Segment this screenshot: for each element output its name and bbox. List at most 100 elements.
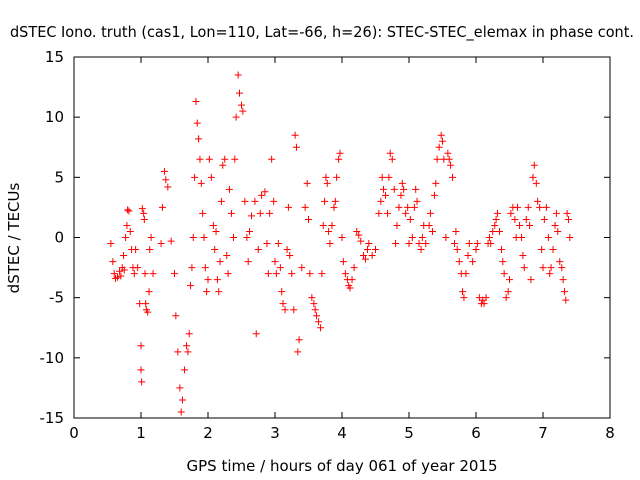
data-point bbox=[158, 203, 166, 211]
data-point bbox=[188, 264, 196, 272]
data-point bbox=[514, 203, 522, 211]
data-point bbox=[380, 185, 388, 193]
data-point bbox=[252, 330, 260, 338]
data-point bbox=[536, 203, 544, 211]
data-point bbox=[321, 197, 329, 205]
data-point bbox=[385, 173, 393, 181]
data-point bbox=[433, 155, 441, 163]
data-point bbox=[179, 396, 187, 404]
data-point bbox=[382, 191, 390, 199]
data-point bbox=[526, 221, 534, 229]
data-point bbox=[207, 173, 215, 181]
data-point bbox=[363, 246, 371, 254]
data-point bbox=[221, 155, 229, 163]
data-point bbox=[532, 179, 540, 187]
data-point bbox=[564, 215, 572, 223]
data-point bbox=[241, 197, 249, 205]
y-axis-label: dSTEC / TECUs bbox=[5, 182, 23, 293]
data-point bbox=[266, 209, 274, 217]
data-point bbox=[520, 264, 528, 272]
data-point bbox=[398, 179, 406, 187]
data-point bbox=[272, 270, 280, 278]
data-point bbox=[117, 272, 125, 280]
data-point bbox=[268, 155, 276, 163]
data-point bbox=[140, 215, 148, 223]
data-point bbox=[426, 209, 434, 217]
data-point bbox=[410, 203, 418, 211]
data-point bbox=[157, 240, 165, 248]
y-tick-label: -5 bbox=[49, 289, 64, 307]
data-point bbox=[547, 264, 555, 272]
data-point bbox=[234, 71, 242, 79]
data-point bbox=[146, 246, 154, 254]
data-point bbox=[145, 288, 153, 296]
data-point bbox=[445, 155, 453, 163]
data-point bbox=[243, 234, 251, 241]
data-point bbox=[123, 221, 131, 229]
data-point bbox=[368, 252, 376, 260]
data-point bbox=[126, 227, 134, 235]
data-point bbox=[116, 267, 124, 275]
y-tick-label: 0 bbox=[54, 229, 64, 247]
data-point bbox=[305, 215, 312, 223]
data-point bbox=[377, 197, 385, 205]
x-tick-label: 3 bbox=[270, 424, 280, 442]
data-point bbox=[544, 234, 552, 241]
data-point bbox=[386, 149, 394, 157]
data-point bbox=[199, 209, 207, 217]
data-point bbox=[109, 258, 117, 266]
data-point bbox=[278, 288, 286, 296]
data-point bbox=[211, 246, 219, 254]
data-point bbox=[331, 197, 339, 205]
data-point bbox=[392, 240, 400, 248]
data-point bbox=[546, 270, 554, 278]
data-point bbox=[192, 98, 200, 106]
data-point bbox=[518, 234, 526, 241]
data-point bbox=[563, 209, 571, 217]
data-point bbox=[193, 119, 201, 127]
data-point bbox=[530, 161, 538, 169]
data-point bbox=[430, 191, 438, 199]
data-point bbox=[122, 234, 130, 241]
y-tick-label: 15 bbox=[45, 48, 64, 66]
data-point bbox=[124, 206, 132, 214]
data-point bbox=[507, 209, 515, 217]
data-point bbox=[540, 215, 548, 223]
data-point bbox=[554, 227, 562, 235]
data-point bbox=[215, 288, 223, 296]
data-point bbox=[308, 294, 316, 302]
data-point bbox=[246, 227, 254, 235]
data-point bbox=[114, 273, 122, 281]
data-point bbox=[428, 227, 436, 235]
data-point bbox=[325, 227, 333, 235]
y-tick-label: 5 bbox=[54, 168, 64, 186]
data-point bbox=[261, 188, 269, 196]
data-point bbox=[400, 185, 408, 193]
data-point bbox=[375, 209, 383, 217]
data-point bbox=[217, 197, 225, 205]
data-point bbox=[339, 258, 347, 266]
data-point bbox=[301, 203, 309, 211]
x-axis-label: GPS time / hours of day 061 of year 2015 bbox=[187, 457, 498, 475]
data-point bbox=[138, 378, 146, 386]
data-point bbox=[489, 227, 497, 235]
data-point bbox=[294, 348, 302, 356]
data-point bbox=[464, 252, 472, 260]
data-point bbox=[162, 176, 170, 184]
x-tick-label: 2 bbox=[203, 424, 213, 442]
data-point bbox=[506, 276, 513, 284]
data-point bbox=[137, 366, 145, 374]
data-point bbox=[504, 288, 512, 296]
data-point bbox=[469, 258, 477, 266]
data-point bbox=[176, 384, 184, 392]
data-point bbox=[209, 221, 217, 229]
data-point bbox=[258, 191, 266, 199]
data-point bbox=[317, 324, 325, 332]
y-tick-label: 10 bbox=[45, 108, 64, 126]
data-point bbox=[120, 252, 128, 260]
data-point bbox=[519, 252, 527, 260]
data-points bbox=[107, 71, 574, 416]
data-point bbox=[361, 255, 369, 263]
data-point bbox=[181, 366, 189, 374]
data-point bbox=[522, 215, 530, 223]
